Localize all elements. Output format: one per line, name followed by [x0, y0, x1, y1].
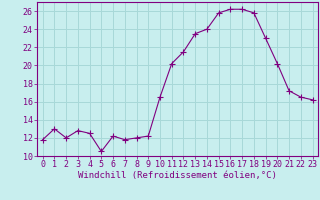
X-axis label: Windchill (Refroidissement éolien,°C): Windchill (Refroidissement éolien,°C) [78, 171, 277, 180]
